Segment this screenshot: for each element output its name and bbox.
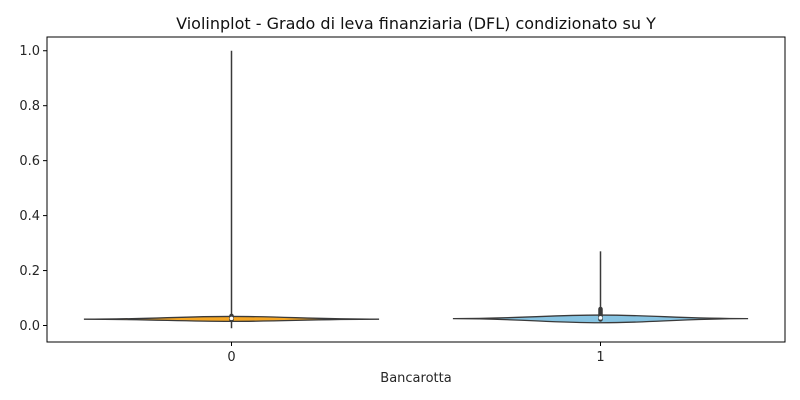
y-tick-label: 0.2	[19, 264, 40, 279]
plot-area	[83, 50, 749, 329]
plot-frame	[46, 36, 786, 343]
axes: 0.0 0.2 0.4 0.6 0.8 1.0 0 1	[19, 44, 604, 365]
chart-title: Violinplot - Grado di leva finanziaria (…	[176, 14, 656, 33]
violin-median-1	[598, 316, 603, 320]
x-tick-label: 0	[227, 350, 235, 365]
y-tick-label: 0.8	[19, 99, 40, 114]
x-tick-label: 1	[596, 350, 604, 365]
y-tick-label: 1.0	[19, 44, 40, 59]
y-tick-label: 0.6	[19, 154, 40, 169]
violin-median-0	[229, 316, 234, 321]
y-tick-label: 0.0	[19, 319, 40, 334]
x-axis-title: Bancarotta	[380, 371, 451, 386]
y-tick-label: 0.4	[19, 209, 40, 224]
